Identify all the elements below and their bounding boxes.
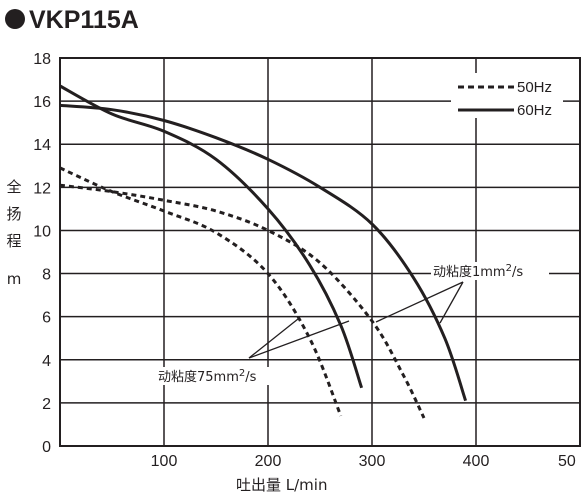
- series-layer: [59, 84, 468, 419]
- y-tick-label: 12: [33, 180, 51, 197]
- legend-label: 60Hz: [517, 102, 552, 119]
- title-bullet-icon: [5, 9, 25, 29]
- series-line-50Hz-2: [59, 183, 426, 419]
- y-tick-label: 10: [33, 223, 51, 240]
- y-tick-labels: 0 2 4 6 8 10 12 14 16 18: [33, 51, 51, 456]
- annotation-label: 动粘度75mm2/s: [158, 368, 257, 385]
- plot-frame: [59, 57, 581, 447]
- x-tick-label: 300: [359, 453, 386, 470]
- chart-title: VKP115A: [29, 6, 139, 34]
- legend: 50Hz 60Hz: [451, 73, 563, 119]
- y-axis-label: 全扬程 m: [6, 178, 21, 288]
- y-tick-label: 4: [42, 353, 51, 370]
- y-tick-label: 6: [42, 310, 51, 327]
- series-line-60Hz-4: [59, 103, 468, 402]
- x-tick-label: 200: [255, 453, 282, 470]
- annotation-background: [431, 262, 549, 280]
- annotation-leader-line: [439, 281, 464, 324]
- annotation-leader-line: [248, 320, 350, 359]
- y-tick-label: 14: [33, 137, 51, 154]
- legend-label: 50Hz: [517, 79, 552, 96]
- y-axis-label-char: m: [7, 270, 22, 288]
- x-tick-label: 400: [463, 453, 490, 470]
- y-axis-label-char: 程: [6, 232, 21, 250]
- y-tick-label: 8: [42, 267, 51, 284]
- x-tick-label: 100: [151, 453, 178, 470]
- y-axis-label-char: 扬: [6, 205, 21, 223]
- y-tick-label: 2: [42, 396, 51, 413]
- annotation-leader-line: [375, 281, 464, 323]
- chart-title-group: VKP115A: [5, 6, 139, 34]
- annotation-label: 动粘度1mm2/s: [433, 263, 523, 280]
- x-axis-label: 吐出量 L/min: [236, 476, 327, 494]
- x-tick-labels: 100 200 300 400 50: [151, 453, 576, 470]
- plot-border: [59, 57, 581, 447]
- y-tick-label: 18: [33, 51, 51, 68]
- annotation-leader-line: [248, 318, 299, 359]
- series-line-50Hz-1: [59, 166, 343, 417]
- y-tick-label: 0: [42, 439, 51, 456]
- y-axis-label-char: 全: [6, 178, 21, 196]
- annotations: 动粘度75mm2/s 动粘度1mm2/s: [156, 262, 549, 385]
- y-tick-label: 16: [33, 94, 51, 111]
- annotation-background: [156, 367, 286, 385]
- x-tick-label: 50: [558, 453, 576, 470]
- series-line-60Hz-3: [59, 84, 364, 389]
